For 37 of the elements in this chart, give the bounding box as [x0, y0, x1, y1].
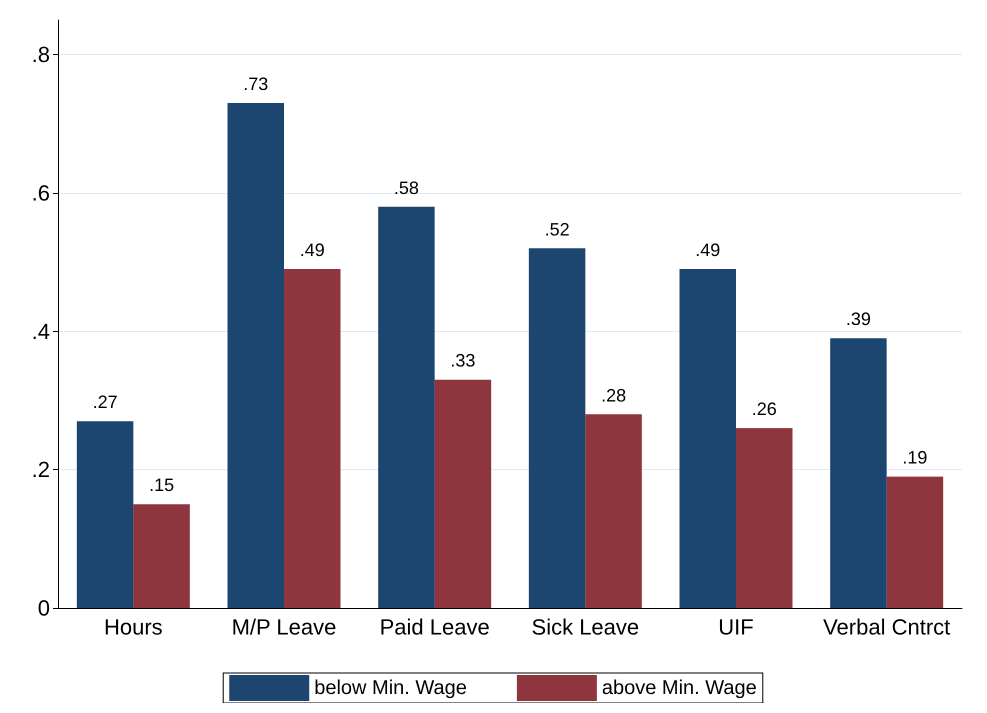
data-label: .73 — [243, 74, 268, 94]
x-tick-label: Sick Leave — [532, 614, 640, 640]
legend-label: above Min. Wage — [602, 677, 757, 699]
x-tick-label: M/P Leave — [232, 614, 336, 640]
y-tick-label: .6 — [32, 180, 50, 206]
data-label: .49 — [300, 240, 325, 260]
bar — [680, 269, 736, 608]
x-tick-label: Hours — [104, 614, 163, 640]
bar — [830, 338, 887, 608]
bar — [76, 421, 134, 608]
bar — [284, 269, 340, 608]
y-tick-label: .8 — [32, 42, 50, 68]
x-tick-label: Paid Leave — [380, 614, 490, 640]
y-tick-label: .2 — [32, 457, 50, 482]
data-label: .58 — [394, 178, 419, 198]
data-label: .52 — [544, 219, 570, 240]
y-tick-label: 0 — [38, 596, 50, 620]
x-tick-label: UIF — [718, 614, 754, 640]
bar — [585, 414, 642, 608]
x-tick-label: Verbal Cntrct — [823, 614, 950, 640]
bar — [133, 504, 190, 608]
bar — [528, 248, 586, 608]
bar — [886, 476, 944, 608]
data-label: .26 — [752, 399, 777, 420]
data-label: .28 — [601, 385, 626, 406]
bar — [736, 428, 792, 608]
data-label: .39 — [846, 309, 871, 330]
bar — [378, 206, 435, 608]
data-label: .19 — [902, 448, 928, 468]
data-label: .15 — [149, 475, 174, 496]
legend-label: below Min. Wage — [314, 677, 467, 699]
data-label: .27 — [92, 392, 118, 412]
bar — [228, 103, 284, 608]
y-tick-label: .4 — [32, 318, 50, 344]
bar — [434, 380, 492, 608]
data-label: .49 — [695, 240, 720, 260]
data-label: .33 — [450, 350, 476, 371]
